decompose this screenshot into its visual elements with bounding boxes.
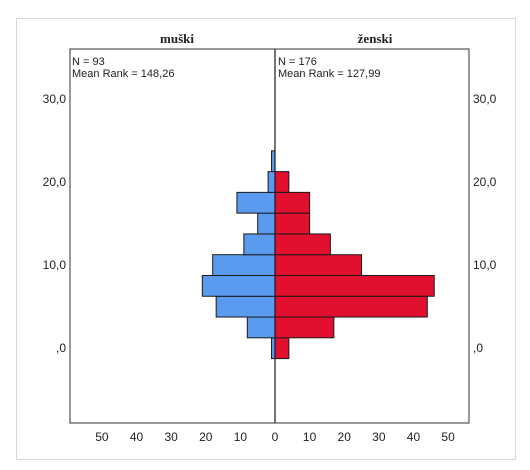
x-tick-label-right-3: 30 — [372, 430, 386, 444]
y-tick-label-right-1: 10,0 — [473, 258, 497, 272]
x-tick-label-right-4: 40 — [407, 430, 421, 444]
bar-zenski-5 — [274, 233, 331, 256]
y-tick-label-left-3: 30,0 — [43, 92, 67, 106]
y-tick-label-left-1: 10,0 — [43, 258, 67, 272]
bar-zenski-4 — [274, 254, 363, 276]
bar-muski-8 — [267, 171, 276, 193]
x-tick-label-left-1: 40 — [130, 430, 144, 444]
bar-zenski-6 — [274, 212, 311, 235]
bar-muski-7 — [236, 191, 276, 214]
x-tick-label-right-1: 10 — [303, 430, 317, 444]
x-tick-label-left-0: 50 — [95, 430, 109, 444]
bar-muski-3 — [201, 274, 276, 297]
bar-zenski-0 — [274, 337, 290, 360]
annotation-n-muski: N = 93 — [72, 56, 105, 68]
y-tick-label-right-3: 30,0 — [473, 92, 497, 106]
x-tick-label-left-5: 0 — [272, 430, 279, 444]
annotation-n-zenski: N = 176 — [278, 56, 317, 68]
x-tick-label-left-2: 30 — [164, 430, 178, 444]
x-tick-label-right-2: 20 — [338, 430, 352, 444]
bar-zenski-3 — [274, 274, 435, 297]
chart-frame: muški ženski N = 93 Mean Rank = 148,26 N = 1… — [16, 18, 516, 460]
y-tick-label-right-0: ,0 — [473, 341, 483, 355]
y-tick-label-right-2: 20,0 — [473, 175, 497, 189]
group-title-zenski: ženski — [358, 31, 393, 46]
bar-muski-5 — [243, 233, 276, 256]
y-tick-label-left-2: 20,0 — [43, 175, 67, 189]
annotation-mean-rank-muski: Mean Rank = 148,26 — [72, 68, 174, 80]
x-tick-label-right-5: 50 — [441, 430, 455, 444]
bar-zenski-1 — [274, 316, 335, 339]
bar-muski-4 — [212, 254, 276, 276]
bar-muski-6 — [257, 212, 276, 235]
bar-muski-1 — [246, 316, 276, 339]
bar-zenski-7 — [274, 191, 311, 214]
plot-area-border — [69, 48, 470, 424]
bar-zenski-2 — [274, 295, 428, 318]
y-tick-label-left-0: ,0 — [56, 341, 66, 355]
x-tick-label-left-3: 20 — [199, 430, 213, 444]
annotation-mean-rank-zenski: Mean Rank = 127,99 — [278, 68, 380, 80]
bar-zenski-8 — [274, 171, 290, 193]
bar-muski-2 — [215, 295, 276, 318]
x-tick-label-left-4: 10 — [234, 430, 248, 444]
group-title-muski: muški — [160, 31, 194, 46]
